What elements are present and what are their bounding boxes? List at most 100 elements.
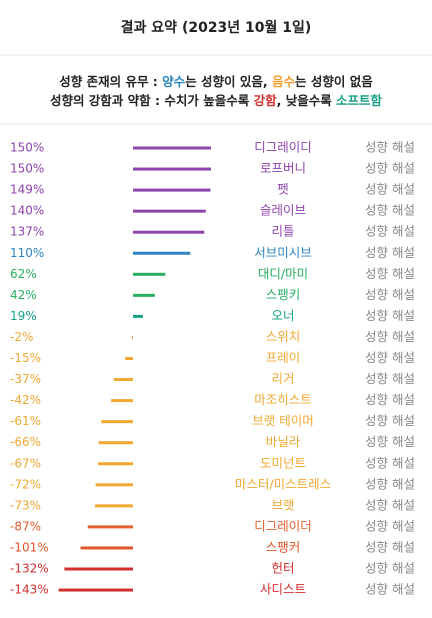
trait-name: 헌터 (271, 561, 294, 576)
explain-link[interactable]: 성향 해설 (365, 245, 415, 260)
value-label: 150% (10, 162, 44, 176)
value-label: 42% (10, 288, 37, 302)
trait-name: 펫 (277, 182, 289, 197)
explain-link[interactable]: 성향 해설 (365, 434, 415, 449)
value-label: 19% (10, 309, 37, 323)
bar (58, 588, 133, 592)
legend-segment: 소프트함 (336, 93, 383, 108)
trait-name: 오너 (271, 308, 294, 323)
explain-link[interactable]: 성향 해설 (365, 161, 415, 176)
trait-name: 디그레이더 (254, 518, 312, 533)
explain-link[interactable]: 성향 해설 (365, 371, 415, 386)
trait-name: 마스터/미스트레스 (235, 476, 331, 491)
trait-name: 리거 (271, 371, 294, 386)
legend-line: 성향의 강함과 약함 : 수치가 높을수록 강함, 낮을수록 소프트함 (50, 93, 383, 108)
title: 결과 요약 (2023년 10월 1일) (121, 19, 312, 36)
value-label: 137% (10, 225, 44, 239)
bar (101, 420, 133, 424)
explain-link[interactable]: 성향 해설 (365, 413, 415, 428)
value-label: 110% (10, 246, 44, 260)
bar (125, 357, 133, 360)
bar (133, 146, 211, 150)
trait-name: 서브미시브 (254, 245, 312, 260)
bar (98, 462, 133, 466)
trait-name: 대디/마미 (258, 266, 308, 281)
explain-link[interactable]: 성향 해설 (365, 582, 415, 597)
trait-name: 사디스트 (260, 582, 306, 597)
value-label: -15% (10, 351, 41, 365)
bar (133, 188, 211, 192)
trait-name: 브랫 테이머 (252, 413, 313, 428)
bar (133, 293, 155, 297)
legend-line: 성향 존재의 유무 : 양수는 성향이 있음, 음수는 성향이 없음 (59, 74, 373, 89)
bar (98, 441, 133, 445)
legend-segment: 양수 (162, 74, 186, 89)
explain-link[interactable]: 성향 해설 (365, 308, 415, 323)
legend-segment: 성향의 강함과 약함 : (50, 93, 164, 108)
trait-name: 리틀 (271, 224, 294, 239)
value-label: -73% (10, 498, 41, 512)
trait-name: 로프버니 (260, 161, 306, 176)
bar (133, 209, 206, 213)
trait-name: 도미넌트 (260, 455, 306, 470)
value-label: -67% (10, 456, 41, 470)
trait-name: 마조히스트 (254, 392, 312, 407)
value-label: 62% (10, 267, 37, 281)
explain-link[interactable]: 성향 해설 (365, 182, 415, 197)
explain-link[interactable]: 성향 해설 (365, 329, 415, 344)
value-label: -42% (10, 393, 41, 407)
value-label: -37% (10, 372, 41, 386)
bar (80, 546, 133, 550)
value-label: -132% (10, 562, 49, 576)
bar (133, 251, 191, 255)
explain-link[interactable]: 성향 해설 (365, 287, 415, 302)
explain-link[interactable]: 성향 해설 (365, 476, 415, 491)
bar (131, 335, 133, 339)
legend-segment: 는 성향이 있음, (185, 74, 272, 89)
value-label: -101% (10, 540, 49, 554)
trait-name: 스팽커 (266, 539, 301, 554)
legend-segment: 성향 존재의 유무 : (59, 74, 162, 89)
value-label: 150% (10, 141, 44, 155)
value-label: 140% (10, 204, 44, 218)
value-label: -2% (10, 330, 33, 344)
value-label: 149% (10, 183, 44, 197)
bar (113, 378, 133, 382)
explain-link[interactable]: 성향 해설 (365, 392, 415, 407)
bar (87, 525, 133, 529)
legend-segment: 는 성향이 없음 (295, 74, 373, 89)
explain-link[interactable]: 성향 해설 (365, 455, 415, 470)
legend-segment: , 낮을수록 (277, 93, 336, 108)
trait-name: 슬레이브 (260, 203, 306, 218)
legend-segment: 강함 (254, 93, 278, 108)
value-label: -143% (10, 583, 49, 597)
legend-segment: 음수 (272, 74, 296, 89)
explain-link[interactable]: 성향 해설 (365, 140, 415, 155)
explain-link[interactable]: 성향 해설 (365, 224, 415, 239)
bar (133, 167, 211, 171)
explain-link[interactable]: 성향 해설 (365, 561, 415, 576)
bar (133, 272, 166, 276)
trait-name: 프레이 (266, 350, 301, 365)
value-label: -61% (10, 414, 41, 428)
bar (133, 314, 143, 318)
trait-name: 바닐라 (266, 434, 301, 449)
value-label: -66% (10, 435, 41, 449)
bar (64, 567, 133, 571)
value-label: -72% (10, 477, 41, 491)
bar (95, 483, 133, 487)
trait-name: 브랫 (271, 497, 294, 512)
value-label: -87% (10, 519, 41, 533)
explain-link[interactable]: 성향 해설 (365, 266, 415, 281)
trait-name: 스위치 (266, 329, 301, 344)
explain-link[interactable]: 성향 해설 (365, 497, 415, 512)
trait-name: 스팽키 (266, 287, 301, 302)
explain-link[interactable]: 성향 해설 (365, 518, 415, 533)
explain-link[interactable]: 성향 해설 (365, 539, 415, 554)
bar (95, 504, 133, 508)
explain-link[interactable]: 성향 해설 (365, 203, 415, 218)
trait-name: 디그레이디 (254, 140, 312, 155)
legend-segment: 수치가 높을수록 (164, 93, 253, 108)
explain-link[interactable]: 성향 해설 (365, 350, 415, 365)
